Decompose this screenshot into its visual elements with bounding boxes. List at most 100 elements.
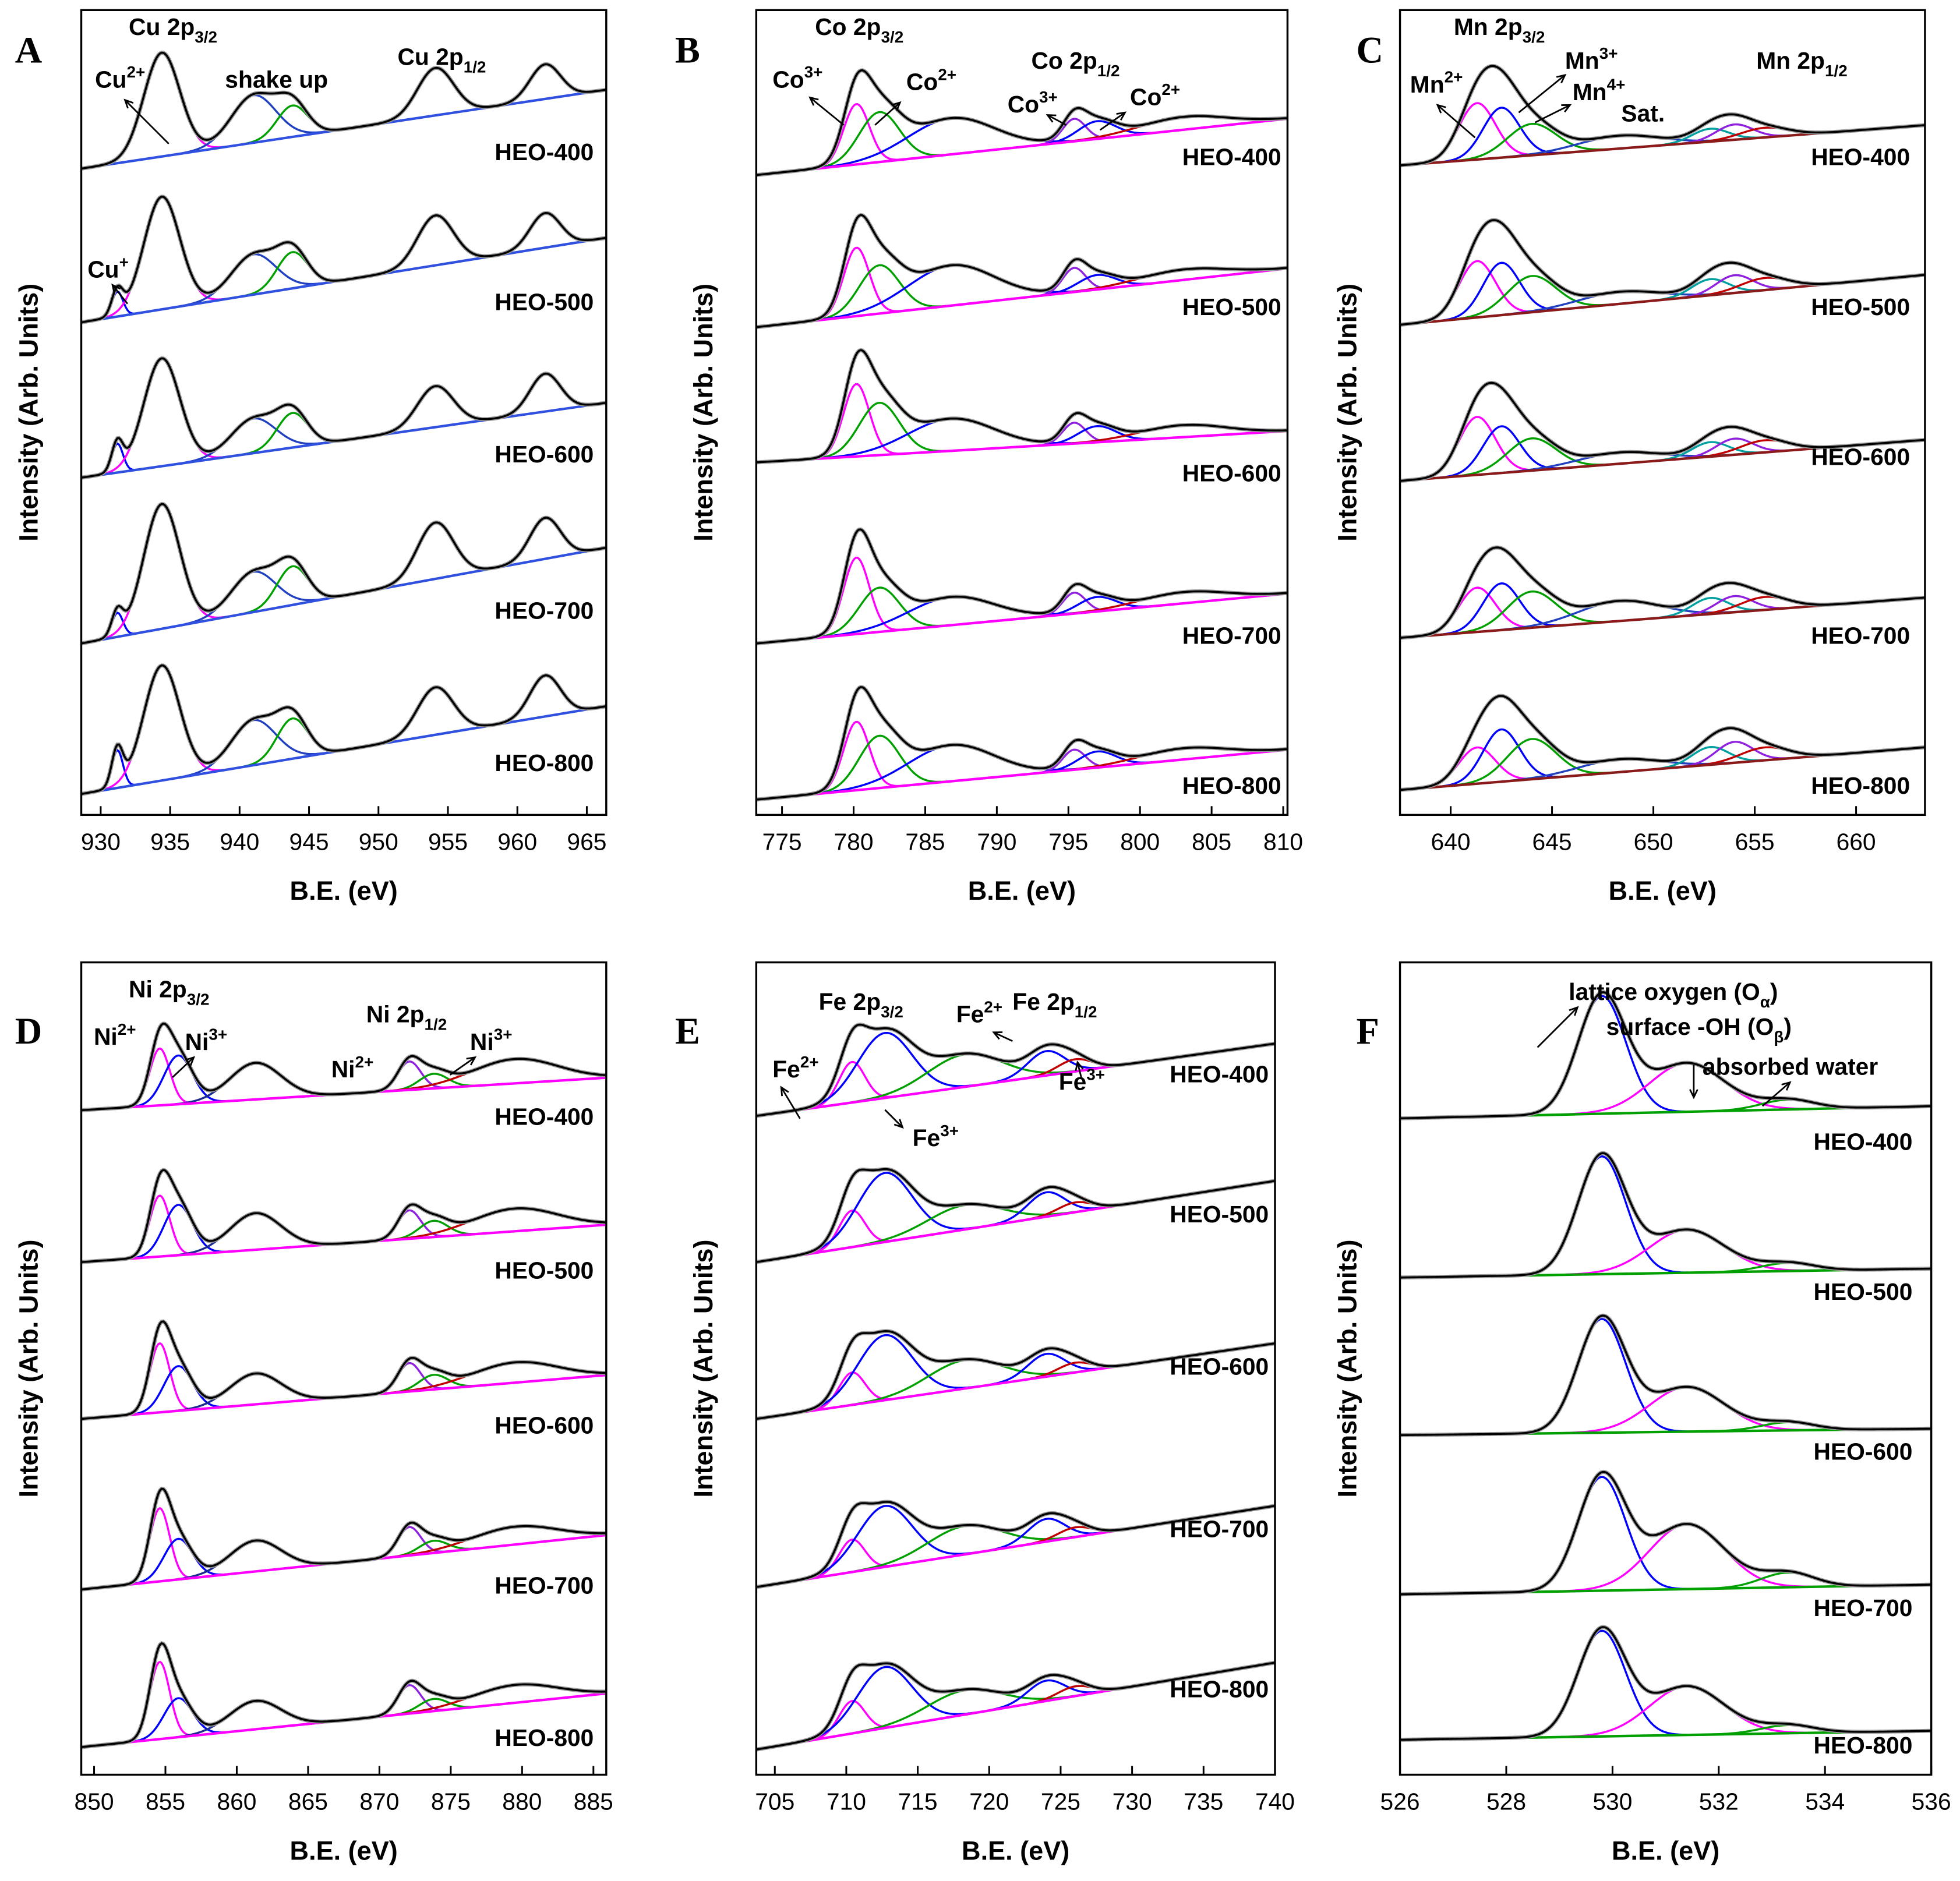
annotation: Ni2+ — [94, 1020, 136, 1050]
x-tick-label: 880 — [502, 1788, 542, 1815]
fit-component — [1400, 1476, 1931, 1596]
annotation: Co3+ — [772, 63, 822, 93]
arrow — [993, 1031, 1013, 1042]
annotation-tail: ) — [1784, 1013, 1792, 1040]
arrow-head — [891, 101, 902, 111]
x-tick-label: 710 — [827, 1788, 866, 1815]
x-tick-label: 640 — [1431, 828, 1471, 855]
x-tick-label: 526 — [1380, 1788, 1420, 1815]
annotation-sup: 4+ — [1607, 76, 1626, 94]
spectrum-label: HEO-600 — [1182, 459, 1281, 486]
annotation-sup: 2+ — [126, 63, 145, 81]
x-tick-label: 785 — [905, 828, 945, 855]
annotation-sup: 3+ — [940, 1122, 959, 1140]
annotation: Co 2p3/2 — [815, 13, 903, 46]
spectrum-label: HEO-500 — [1814, 1278, 1913, 1305]
annotation-sub: 3/2 — [881, 28, 903, 46]
annotation: Cu 2p3/2 — [129, 13, 217, 46]
annotation: Mn 2p3/2 — [1454, 13, 1545, 46]
arrow-head — [992, 1031, 1003, 1040]
envelope — [756, 1661, 1275, 1751]
arrow — [874, 102, 901, 126]
fit-component — [81, 1194, 606, 1263]
envelope — [1400, 695, 1925, 791]
arrow — [1518, 74, 1566, 114]
annotation-text: Co — [772, 66, 804, 93]
annotation-text: Cu 2p — [397, 44, 463, 70]
panel-letter: C — [1356, 29, 1383, 70]
panel: HEO-400 HEO-500 HEO-600 HEO-700 HEO-800 930 93… — [13, 9, 608, 906]
annotation-text: Mn — [1565, 47, 1599, 74]
arrow-head — [111, 283, 121, 294]
annotation: surface -OH (Oβ) — [1606, 1013, 1792, 1046]
annotation-text: Cu 2p — [129, 13, 195, 40]
panel: HEO-400 HEO-500 HEO-600 HEO-700 HEO-800 640 64… — [1332, 9, 1926, 906]
x-tick-label: 850 — [75, 1788, 114, 1815]
x-axis-label: B.E. (eV) — [290, 876, 398, 906]
annotation-text: Mn — [1573, 79, 1607, 105]
spectrum-label: HEO-500 — [1182, 294, 1281, 320]
x-tick-label: 534 — [1805, 1788, 1845, 1815]
spectrum-label: HEO-700 — [1170, 1516, 1269, 1543]
annotation-sup: 2+ — [1445, 68, 1463, 86]
annotation: Co2+ — [906, 65, 956, 95]
arrow — [809, 97, 845, 126]
x-tick-label: 536 — [1912, 1788, 1951, 1815]
spectrum-label: HEO-600 — [1170, 1353, 1269, 1380]
annotation-text: Fe — [913, 1125, 941, 1151]
annotation-sup: 2+ — [1161, 80, 1180, 98]
plot-frame — [80, 961, 608, 1776]
plot-area — [1400, 63, 1925, 792]
annotation: Mn2+ — [1410, 68, 1463, 98]
spectrum-label: HEO-600 — [1814, 1438, 1913, 1465]
plot-frame — [1399, 9, 1926, 816]
x-tick-label: 528 — [1486, 1788, 1526, 1815]
fit-component — [81, 1204, 606, 1263]
spectrum-label: HEO-400 — [495, 139, 594, 165]
x-tick-label: 725 — [1041, 1788, 1080, 1815]
annotation: Ni2+ — [331, 1053, 374, 1083]
envelope — [81, 664, 606, 795]
envelope — [81, 503, 606, 645]
fit-component — [81, 1361, 606, 1420]
background-line — [756, 592, 1288, 645]
spectrum-label: HEO-400 — [495, 1104, 594, 1130]
annotation: Ni 2p3/2 — [129, 976, 209, 1009]
spectrum-label: HEO-700 — [1811, 622, 1910, 649]
annotation: Ni3+ — [185, 1026, 228, 1055]
x-tick-label: 855 — [146, 1788, 185, 1815]
plot-area — [756, 68, 1288, 802]
arrow-head — [780, 1086, 789, 1097]
annotation-sup: 3+ — [804, 63, 823, 81]
plot-frame — [755, 9, 1289, 816]
annotation-text: Ni — [94, 1023, 118, 1050]
envelope — [1400, 1626, 1931, 1741]
plot-area — [756, 1023, 1275, 1752]
envelope — [1400, 991, 1931, 1120]
spectrum-label: HEO-400 — [1814, 1128, 1913, 1155]
annotation-sub: β — [1774, 1028, 1784, 1046]
x-tick-label: 875 — [431, 1788, 471, 1815]
annotation-text: Fe 2p — [1012, 988, 1074, 1015]
y-axis-label: Intensity (Arb. Units) — [13, 1240, 43, 1498]
annotation-sup: 2+ — [800, 1053, 819, 1071]
spectrum-label: HEO-500 — [495, 1257, 594, 1284]
annotation: Cu+ — [87, 253, 129, 282]
arrow — [112, 284, 128, 305]
arrow-head — [185, 1056, 195, 1066]
annotation-text: Sat. — [1621, 100, 1665, 126]
arrow-head — [123, 98, 134, 109]
annotation-sup: 3+ — [1086, 1065, 1105, 1083]
fit-component — [1400, 1318, 1931, 1437]
spectrum-label: HEO-700 — [1182, 622, 1281, 649]
envelope — [1400, 1314, 1931, 1437]
envelope — [1400, 381, 1925, 482]
annotation-sub: 3/2 — [187, 991, 210, 1009]
annotation-sup: 2+ — [984, 998, 1002, 1016]
envelope — [756, 349, 1288, 464]
annotation-text: Fe — [956, 1001, 984, 1028]
annotation: Co2+ — [1130, 80, 1180, 110]
arrow — [449, 1056, 476, 1076]
fit-component — [81, 1365, 606, 1420]
raw-spectrum — [1400, 1313, 1931, 1437]
